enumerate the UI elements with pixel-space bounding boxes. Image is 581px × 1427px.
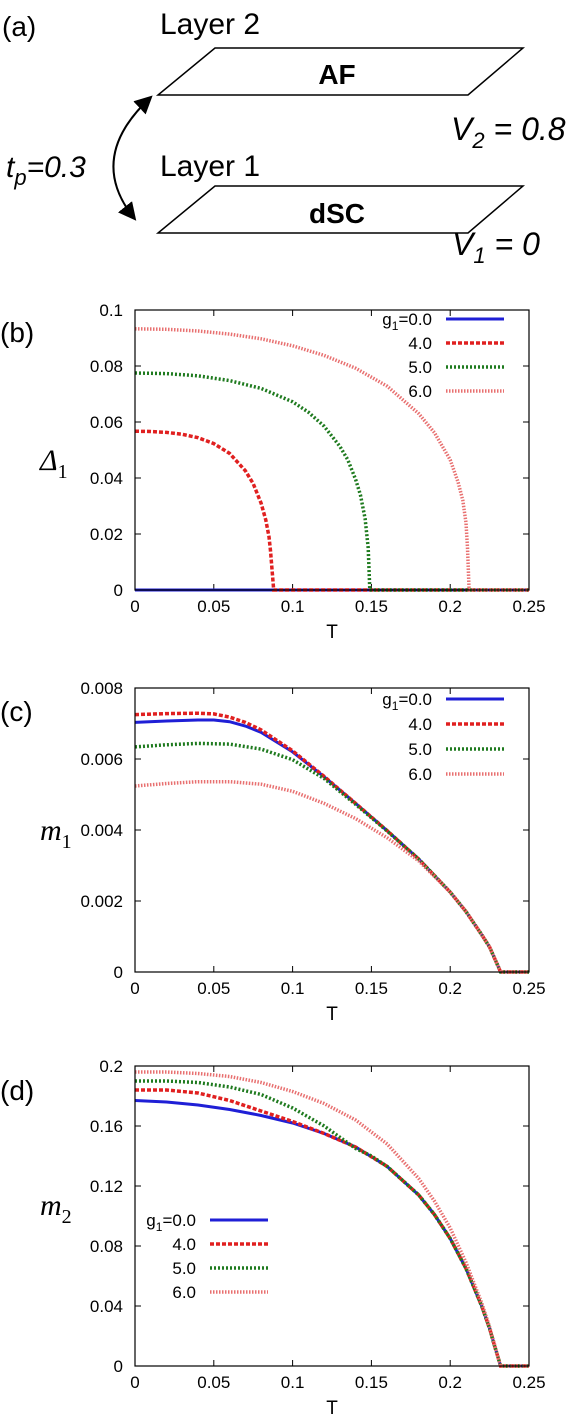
series-line-4 bbox=[134, 779, 529, 974]
x-axis-label: T bbox=[326, 622, 338, 643]
series-line-1 bbox=[134, 718, 529, 974]
legend-label: 5.0 bbox=[408, 740, 432, 759]
x-tick-label: 0.05 bbox=[197, 979, 230, 998]
legend-label: 4.0 bbox=[408, 715, 432, 734]
x-tick-label: 0 bbox=[130, 1373, 139, 1392]
y-tick-label: 0.1 bbox=[99, 301, 123, 320]
x-tick-label: 0.05 bbox=[197, 597, 230, 616]
plot-frame bbox=[134, 1065, 530, 1367]
layer1-order-label: dSC bbox=[309, 198, 365, 229]
x-tick-label: 0.2 bbox=[438, 1373, 462, 1392]
legend-label: g1=0.0 bbox=[382, 310, 432, 333]
x-tick-label: 0.15 bbox=[355, 1373, 388, 1392]
series-line-1 bbox=[134, 1099, 529, 1368]
series-line-2 bbox=[134, 429, 529, 592]
plot-frame bbox=[134, 687, 530, 973]
x-tick-label: 0.1 bbox=[281, 597, 305, 616]
y-tick-label: 0 bbox=[114, 581, 123, 600]
x-tick-label: 0.1 bbox=[281, 979, 305, 998]
y-tick-label: 0.08 bbox=[90, 1237, 123, 1256]
x-tick-label: 0.1 bbox=[281, 1373, 305, 1392]
legend-label: g1=0.0 bbox=[146, 1211, 196, 1234]
x-tick-label: 0.25 bbox=[512, 597, 545, 616]
layer1-title: Layer 1 bbox=[160, 150, 260, 183]
series-line-3 bbox=[134, 741, 529, 974]
y-axis-label: m1 bbox=[40, 814, 72, 853]
panel-a-label: (a) bbox=[2, 11, 36, 42]
y-tick-label: 0.002 bbox=[80, 892, 123, 911]
x-axis-label: T bbox=[326, 1004, 338, 1025]
y-tick-label: 0.06 bbox=[90, 413, 123, 432]
chart-b: (b) 0 0.05 0.1 0.15 0.2 0.25 0 0.02 0.04 0.06 0.08 0… bbox=[0, 301, 546, 643]
x-tick-label: 0 bbox=[130, 979, 139, 998]
x-tick-label: 0 bbox=[130, 597, 139, 616]
x-tick-label: 0.05 bbox=[197, 1373, 230, 1392]
y-tick-label: 0.006 bbox=[80, 750, 123, 769]
chart-d: (d) 0 0.05 0.1 0.15 0.2 0.25 0 0.04 0.08 0.12 0.16 0… bbox=[0, 1057, 546, 1419]
y-tick-label: 0.12 bbox=[90, 1177, 123, 1196]
legend-label: g1=0.0 bbox=[382, 690, 432, 713]
x-tick-label: 0.15 bbox=[355, 979, 388, 998]
chart-c: (c) 0 0.05 0.1 0.15 0.2 0.25 0 0.002 0.004 0.006 0.… bbox=[0, 679, 546, 1025]
panel-label: (d) bbox=[0, 1075, 34, 1106]
hopping-label: tp=0.3 bbox=[6, 151, 86, 190]
layer2-order-label: AF bbox=[318, 59, 355, 90]
legend-label: 5.0 bbox=[408, 358, 432, 377]
y-tick-label: 0.16 bbox=[90, 1117, 123, 1136]
y-axis-label: m2 bbox=[40, 1189, 72, 1228]
y-tick-label: 0.04 bbox=[90, 1297, 123, 1316]
interlayer-hopping-arrow bbox=[112, 95, 153, 221]
series-line-2 bbox=[134, 711, 529, 974]
y-tick-label: 0.004 bbox=[80, 821, 123, 840]
layer1-plane bbox=[155, 185, 526, 234]
layer2-plane bbox=[155, 47, 526, 96]
y-tick-label: 0.008 bbox=[80, 679, 123, 698]
legend-label: 4.0 bbox=[408, 334, 432, 353]
legend-label: 5.0 bbox=[172, 1259, 196, 1278]
x-tick-label: 0.2 bbox=[438, 979, 462, 998]
legend-label: 6.0 bbox=[408, 382, 432, 401]
series-line-3 bbox=[134, 371, 529, 592]
series-line-3 bbox=[135, 1079, 529, 1368]
layer2-title: Layer 2 bbox=[160, 8, 260, 41]
legend-label: 4.0 bbox=[172, 1235, 196, 1254]
series-line-2 bbox=[135, 1088, 529, 1368]
panel-a-schematic: (a) Layer 2 AF V2 = 0.8 Layer 1 dSC V1 =… bbox=[2, 8, 566, 268]
panel-label: (b) bbox=[0, 317, 34, 348]
plot-frame bbox=[134, 309, 530, 591]
y-axis-label: Δ1 bbox=[39, 444, 68, 483]
series-line-4 bbox=[134, 327, 529, 592]
y-tick-label: 0 bbox=[114, 1357, 123, 1376]
y-tick-label: 0.2 bbox=[99, 1057, 123, 1076]
legend-label: 6.0 bbox=[172, 1283, 196, 1302]
x-tick-label: 0.25 bbox=[512, 1373, 545, 1392]
y-tick-label: 0.04 bbox=[90, 469, 123, 488]
x-tick-label: 0.25 bbox=[512, 979, 545, 998]
x-tick-label: 0.15 bbox=[355, 597, 388, 616]
y-tick-label: 0.08 bbox=[90, 357, 123, 376]
layer1-potential: V1 = 0 bbox=[452, 226, 540, 268]
panel-label: (c) bbox=[0, 696, 33, 727]
x-axis-label: T bbox=[326, 1398, 338, 1419]
legend-label: 6.0 bbox=[408, 765, 432, 784]
series-line-4 bbox=[135, 1070, 529, 1368]
layer2-potential: V2 = 0.8 bbox=[451, 111, 566, 153]
y-tick-label: 0 bbox=[114, 963, 123, 982]
x-tick-label: 0.2 bbox=[438, 597, 462, 616]
y-tick-label: 0.02 bbox=[90, 525, 123, 544]
